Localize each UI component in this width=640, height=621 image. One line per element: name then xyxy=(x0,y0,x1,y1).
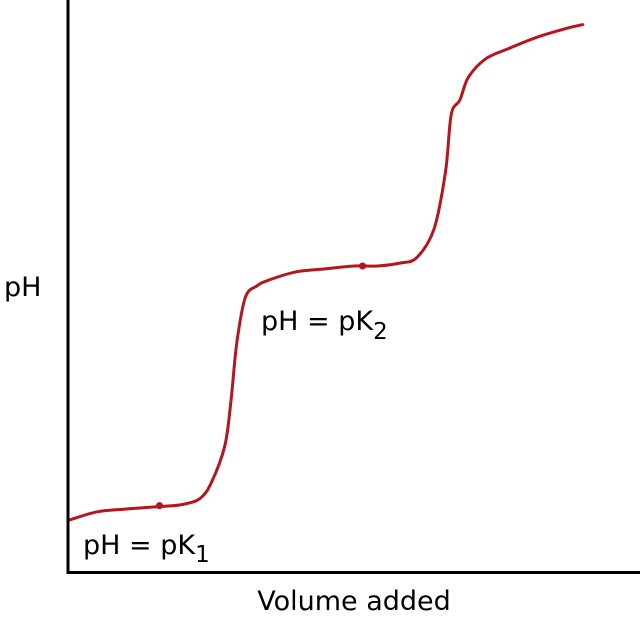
pk2-annotation-subscript: 2 xyxy=(373,319,388,345)
pk2-annotation: pH = pK2 xyxy=(261,306,388,345)
pk1-annotation-subscript: 1 xyxy=(195,542,210,568)
plot-area xyxy=(66,23,585,523)
pk1-annotation: pH = pK1 xyxy=(83,530,210,568)
pk2-half-equivalence-point xyxy=(359,262,367,270)
y-axis-label: pH xyxy=(4,272,41,303)
titration-curve xyxy=(66,23,585,523)
pk2-annotation-text: pH = pK xyxy=(261,306,374,337)
pk1-annotation-text: pH = pK xyxy=(83,530,196,561)
pk1-half-equivalence-point xyxy=(156,502,164,510)
x-axis-label: Volume added xyxy=(257,586,451,617)
